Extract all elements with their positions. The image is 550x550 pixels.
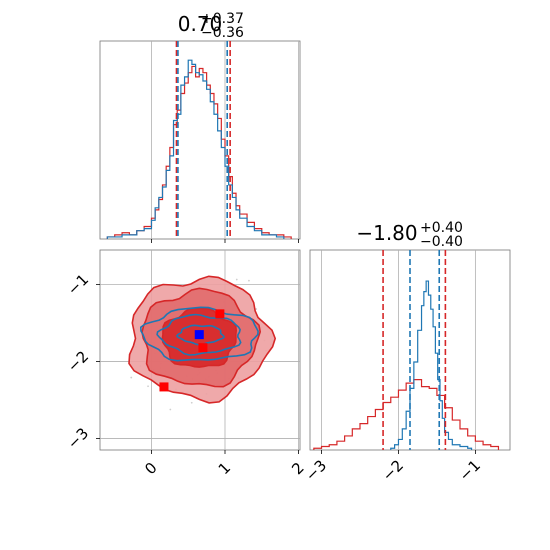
marker-red-1: [215, 309, 225, 319]
hist-param0-panel: 0.70 +0.37 −0.36: [99, 11, 301, 240]
marker-red-2: [198, 343, 208, 353]
hist-param1-blue-series: [390, 280, 473, 450]
hist-param0-layer: [106, 41, 299, 239]
tick-label-2d-x-0: 0: [141, 459, 160, 478]
hist-param1-layer: [313, 250, 500, 450]
title-param1-plus: +0.40: [420, 220, 463, 236]
tick-label-2d-y-0: −3: [64, 424, 92, 452]
hist-param0-red-series: [106, 65, 292, 239]
marker-red-0: [159, 382, 169, 392]
title-param1-minus: −0.40: [420, 234, 463, 250]
tick-label-hist1-x-1: −2: [379, 456, 407, 484]
tick-label-2d-y-2: −1: [64, 270, 92, 298]
tick-label-2d-x-1: 1: [215, 459, 234, 478]
tick-label-2d-y-1: −2: [64, 347, 92, 375]
scatter-point: [147, 385, 149, 388]
hist-param0-blue-series: [106, 59, 285, 239]
tick-label-hist1-x-0: −3: [302, 456, 330, 484]
scatter-point: [235, 278, 238, 281]
hist-param1-panel: −1.80 +0.40 −0.40: [309, 220, 511, 451]
scatter-2d-panel: [99, 249, 301, 451]
hist-param0-frame: [99, 40, 301, 240]
contour-blue-outer: [139, 306, 259, 362]
title-param0-plus: +0.37: [201, 11, 244, 27]
scatter-point: [255, 308, 258, 310]
title-param0-median: 0.70: [178, 12, 223, 36]
marker-blue-0: [194, 330, 204, 340]
title-param1-median: −1.80: [356, 221, 417, 245]
scatter-point: [190, 401, 193, 404]
contour-blue-inner: [175, 324, 225, 346]
title-param0: 0.70: [178, 12, 223, 36]
scatter-point: [169, 408, 172, 411]
title-param1: −1.80: [356, 221, 417, 245]
scatter-2d-layer: [100, 250, 300, 450]
title-param0-minus: −0.36: [201, 25, 244, 41]
hist-param1-red-series: [313, 379, 500, 450]
tick-label-hist1-x-2: −1: [456, 456, 484, 484]
scatter-point: [248, 279, 250, 282]
scatter-point: [130, 376, 133, 379]
